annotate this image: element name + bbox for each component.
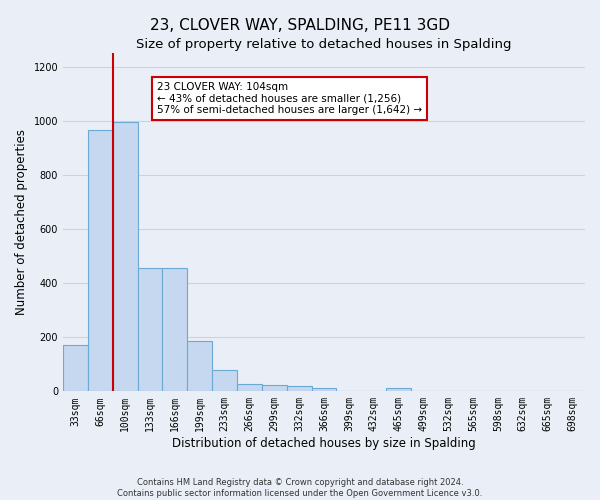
Text: 23, CLOVER WAY, SPALDING, PE11 3GD: 23, CLOVER WAY, SPALDING, PE11 3GD (150, 18, 450, 32)
Bar (311, 388, 337, 392)
Bar (63, 346, 88, 392)
Bar (113, 122, 137, 392)
Bar (137, 268, 163, 392)
Bar (237, 384, 262, 392)
Bar (287, 386, 311, 392)
Bar (212, 370, 237, 392)
Bar (163, 268, 187, 392)
Y-axis label: Number of detached properties: Number of detached properties (15, 129, 28, 315)
Bar (187, 342, 212, 392)
X-axis label: Distribution of detached houses by size in Spalding: Distribution of detached houses by size … (172, 437, 476, 450)
Bar (386, 388, 411, 392)
Title: Size of property relative to detached houses in Spalding: Size of property relative to detached ho… (136, 38, 512, 51)
Text: 23 CLOVER WAY: 104sqm
← 43% of detached houses are smaller (1,256)
57% of semi-d: 23 CLOVER WAY: 104sqm ← 43% of detached … (157, 82, 422, 115)
Text: Contains HM Land Registry data © Crown copyright and database right 2024.
Contai: Contains HM Land Registry data © Crown c… (118, 478, 482, 498)
Bar (88, 130, 113, 392)
Bar (262, 386, 287, 392)
